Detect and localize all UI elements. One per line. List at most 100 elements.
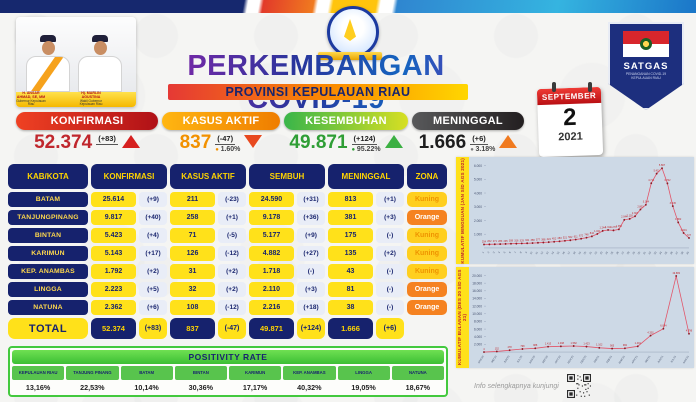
x-tick-label: 17: [566, 250, 571, 255]
trend-up-icon: [384, 135, 403, 148]
data-point: [531, 242, 534, 244]
x-tick-label: 26: [615, 250, 620, 255]
data-point-label: 329: [520, 238, 525, 242]
data-point: [590, 235, 593, 238]
data-point-label: 316: [514, 238, 519, 242]
x-tick-label: 27: [620, 250, 625, 255]
row-aktif-delta: (+1): [218, 210, 246, 225]
row-aktif: 32: [170, 282, 215, 297]
data-point-label: 988: [533, 343, 538, 347]
row-konfirmasi-delta: (+9): [139, 192, 167, 207]
data-point-label: 982: [623, 343, 628, 347]
data-point: [675, 274, 678, 277]
data-point-label: 1.244: [600, 226, 607, 230]
positivity-value: 40,32%: [297, 383, 322, 392]
row-meninggal: 175: [328, 228, 373, 243]
stat-label: MENINGGAL: [412, 112, 524, 130]
x-tick-label: APR'21: [631, 354, 639, 364]
data-point: [558, 240, 561, 243]
data-point: [521, 348, 524, 350]
row-sembuh-delta: (+27): [297, 246, 325, 261]
total-aktif-delta: (-47): [218, 318, 246, 339]
x-tick-label: JUL'21: [669, 354, 677, 364]
stat-delta-block: (+124) 95.22%: [351, 134, 381, 153]
vice-governor-torso: [78, 56, 122, 92]
total-meninggal: 1.666: [328, 318, 373, 339]
officials-caption: H. ANSAR AHMAD, SE, MM Gubernur Kepulaua…: [16, 91, 136, 107]
stat-percent: 95.22%: [352, 146, 381, 153]
col-header-meninggal: MENINGGAL: [328, 164, 404, 189]
positivity-region: NATUNA: [391, 366, 444, 380]
data-point-label: 4: [483, 347, 485, 351]
data-point-label: 1.491: [635, 341, 642, 345]
positivity-value: 13,16%: [25, 383, 51, 392]
data-point-label: 562: [568, 235, 573, 239]
zona-badge: Orange: [407, 282, 447, 297]
data-point: [499, 243, 502, 246]
row-sembuh-delta: (+18): [297, 300, 325, 315]
monthly-chart-title: KUMULATIF BULANAN (DES 20 S/D AGS 21): [457, 269, 468, 366]
data-point-label: 2.044: [621, 215, 628, 219]
x-tick-label: NOV'20: [566, 354, 574, 364]
data-point-label: 842: [590, 231, 595, 235]
data-point-label: 2.118: [627, 214, 634, 218]
row-name: BINTAN: [8, 228, 88, 243]
row-aktif-delta: (-23): [218, 192, 246, 207]
positivity-region: KEPULAUAN RIAU: [12, 366, 65, 380]
qr-code[interactable]: [566, 374, 591, 398]
data-point-label: 5.807: [659, 163, 666, 167]
row-meninggal-delta: (+1): [376, 192, 404, 207]
row-meninggal: 43: [328, 264, 373, 279]
row-konfirmasi-delta: (+6): [139, 300, 167, 315]
col-header-sembuh: SEMBUH: [249, 164, 325, 189]
x-tick-label: 36: [669, 250, 674, 255]
x-tick-label: 4: [497, 250, 501, 254]
data-point: [585, 236, 588, 239]
stat-label: KASUS AKTIF: [162, 112, 280, 130]
data-point: [534, 347, 537, 350]
positivity-region: BINTAN: [174, 366, 227, 380]
page-subtitle-bar: PROVINSI KEPULAUAN RIAU: [168, 84, 468, 100]
x-tick-label: 2: [486, 250, 490, 254]
row-sembuh: 4.882: [249, 246, 294, 261]
vice-governor-head: [93, 41, 107, 55]
data-point-label: 727: [687, 233, 692, 237]
x-tick-label: 16: [561, 250, 566, 255]
data-point-label: 2.307: [632, 211, 639, 215]
data-point: [547, 345, 549, 348]
data-point: [569, 239, 572, 242]
row-konfirmasi: 2.223: [91, 282, 136, 297]
data-point: [537, 241, 539, 244]
row-sembuh: 2.110: [249, 282, 294, 297]
x-tick-label: 9: [524, 250, 528, 254]
data-point: [564, 239, 566, 242]
row-name: TANJUNGPINANG: [8, 210, 88, 225]
y-tick-label: 12.000: [472, 304, 482, 308]
x-tick-label: 12: [539, 250, 544, 255]
x-tick-label: 20: [583, 250, 588, 255]
x-tick-label: DES'20: [579, 354, 587, 364]
data-point: [688, 237, 690, 239]
row-meninggal-delta: (+3): [376, 210, 404, 225]
x-tick-label: 34: [658, 250, 663, 255]
y-tick-label: 20.000: [472, 274, 482, 278]
data-point: [666, 182, 669, 185]
data-point: [515, 242, 518, 245]
data-point: [662, 327, 665, 330]
row-sembuh-delta: (+9): [297, 228, 325, 243]
data-point: [628, 217, 631, 220]
total-meninggal-delta: (+6): [376, 318, 404, 339]
y-tick-label: 3.000: [474, 205, 482, 209]
y-tick-label: 6.000: [474, 327, 482, 331]
positivity-rate-title: POSITIVITY RATE: [12, 350, 444, 364]
y-tick-label: 2.000: [474, 343, 482, 347]
x-tick-label: FEB'21: [605, 354, 613, 364]
row-konfirmasi-delta: (+40): [139, 210, 167, 225]
positivity-values: 13,16% 22,53% 10,14% 30,36% 17,17% 40,32% 19,0…: [12, 382, 444, 393]
x-tick-label: 38: [680, 250, 685, 255]
trend-up-icon: [499, 135, 518, 148]
peci-hat-icon: [92, 35, 108, 42]
data-point-label: 521: [563, 236, 568, 240]
stat-value: 1.666: [418, 132, 467, 153]
row-aktif-delta: (+2): [218, 282, 246, 297]
